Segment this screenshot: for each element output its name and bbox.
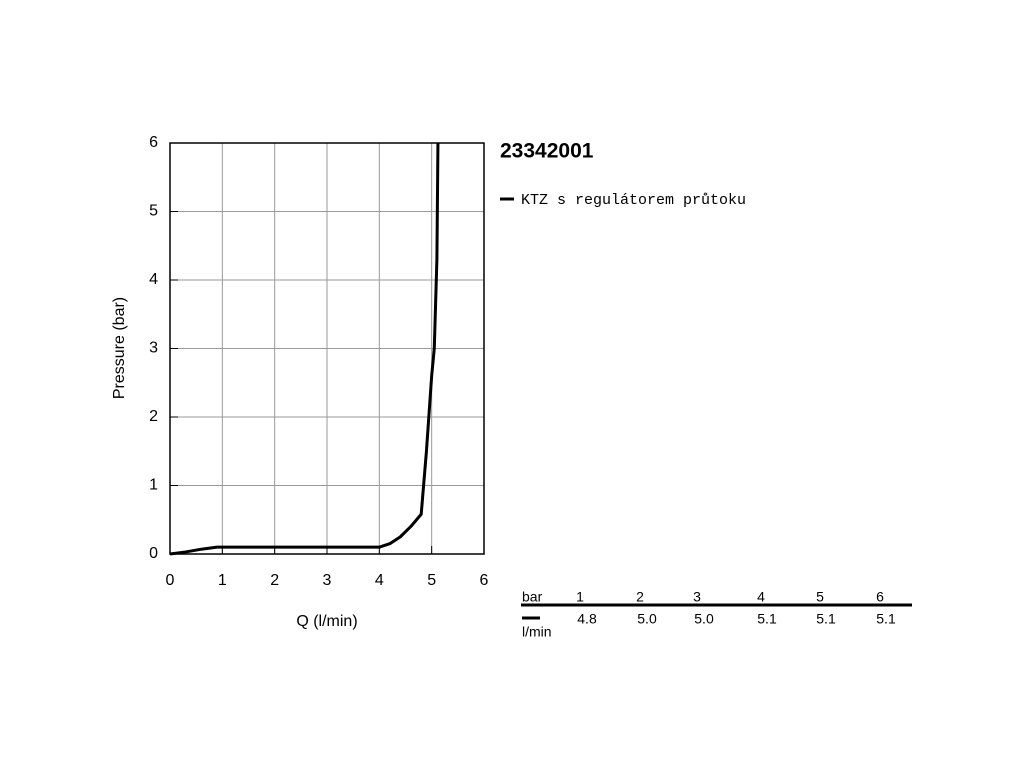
table-header: 1 <box>576 589 584 605</box>
table-cell: 4.8 <box>577 611 597 627</box>
table-header: 6 <box>876 589 884 605</box>
table-header: 3 <box>693 589 701 605</box>
table-header: 2 <box>636 589 644 605</box>
y-tick-label: 6 <box>149 134 158 151</box>
x-tick-label: 6 <box>480 572 489 589</box>
y-tick-label: 5 <box>149 203 158 220</box>
series-line <box>169 142 440 556</box>
plot-frame <box>169 142 485 555</box>
table-cell: 5.0 <box>694 611 714 627</box>
y-axis-label: Pressure (bar) <box>111 297 128 399</box>
x-tick-label: 3 <box>323 572 332 589</box>
table-header: 5 <box>816 589 824 605</box>
table-header: bar <box>522 589 543 605</box>
table-cell: 5.1 <box>876 611 896 627</box>
x-tick-label: 1 <box>218 572 227 589</box>
y-tick-label: 2 <box>149 408 158 425</box>
x-tick-label: 5 <box>427 572 436 589</box>
y-tick-label: 3 <box>149 340 158 357</box>
x-tick-label: 4 <box>375 572 384 589</box>
y-tick-label: 1 <box>149 477 158 494</box>
table-cell: 5.0 <box>637 611 657 627</box>
table-cell: 5.1 <box>757 611 777 627</box>
chart-title: 23342001 <box>500 140 594 163</box>
table-header: 4 <box>757 589 765 605</box>
x-axis-label: Q (l/min) <box>296 613 357 630</box>
x-tick-label: 0 <box>166 572 175 589</box>
y-tick-label: 0 <box>149 545 158 562</box>
table-cell: 5.1 <box>816 611 836 627</box>
table-unit: l/min <box>522 624 552 640</box>
x-tick-label: 2 <box>270 572 279 589</box>
legend-label: KTZ s regulátorem průtoku <box>521 192 746 209</box>
y-tick-label: 4 <box>149 271 158 288</box>
